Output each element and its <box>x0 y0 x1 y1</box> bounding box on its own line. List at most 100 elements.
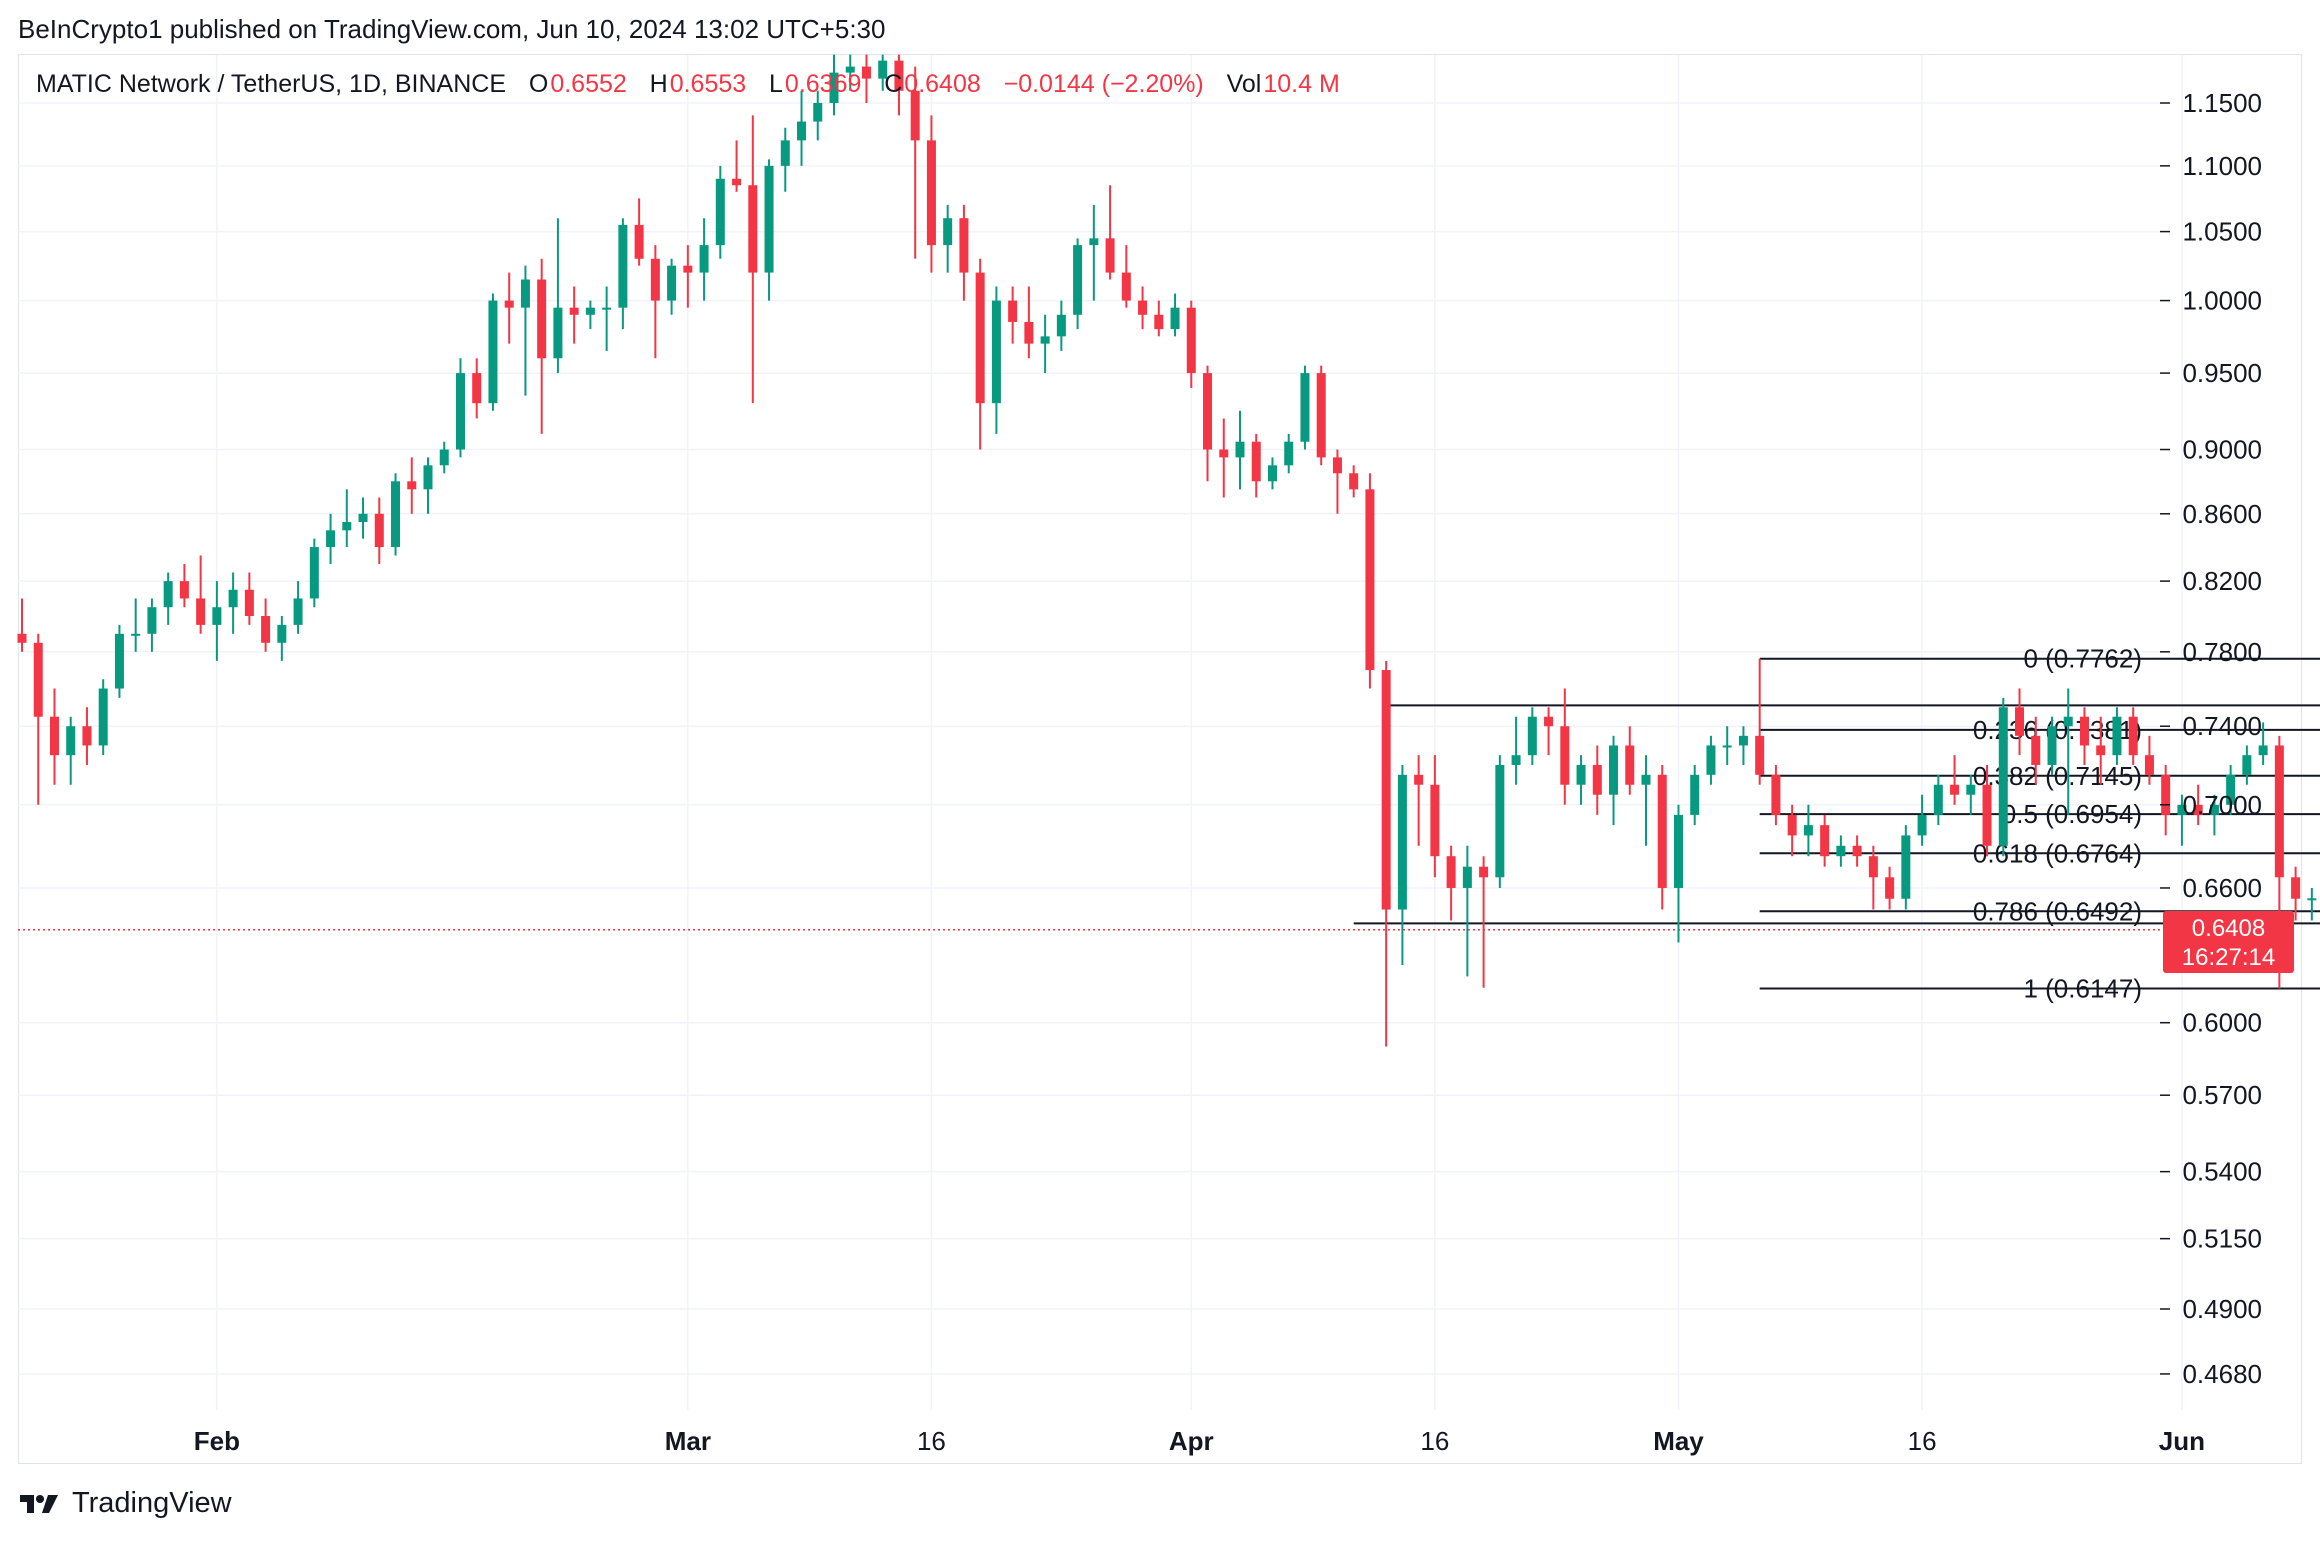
candle-body <box>1008 301 1017 322</box>
candle-body <box>716 179 725 245</box>
price-tick-label: 1.0500 <box>2182 217 2262 247</box>
candle <box>1073 238 1082 329</box>
candle <box>1154 301 1163 337</box>
candle-body <box>277 625 286 643</box>
candle <box>50 689 59 785</box>
candle-body <box>2031 736 2040 765</box>
candle-body <box>2064 717 2073 727</box>
high-value: 0.6553 <box>670 70 746 98</box>
candle-body <box>1398 775 1407 910</box>
candle <box>1284 434 1293 473</box>
candle-body <box>1138 301 1147 315</box>
price-tick-label: 1.0000 <box>2182 286 2262 316</box>
candle-body <box>1966 785 1975 795</box>
candle-body <box>1885 877 1894 898</box>
candle-body <box>797 122 806 141</box>
candle <box>456 358 465 457</box>
low-label: L <box>769 70 783 98</box>
price-tick-label: 0.5400 <box>2182 1157 2262 1187</box>
candle <box>1122 245 1131 308</box>
candle-body <box>229 590 238 607</box>
candle <box>2015 689 2024 756</box>
candle-body <box>781 140 790 165</box>
candle <box>1869 846 1878 910</box>
candle-body <box>537 280 546 359</box>
candle-body <box>1642 775 1651 785</box>
candle-body <box>326 530 335 547</box>
date-tick-label: Mar <box>665 1426 711 1456</box>
close-value: 0.6408 <box>904 70 980 98</box>
candle <box>424 457 433 513</box>
candle-body <box>50 717 59 755</box>
candle-body <box>1690 775 1699 815</box>
candle-body <box>1122 273 1131 301</box>
candle <box>310 539 319 608</box>
candle <box>147 598 156 651</box>
symbol-label[interactable]: MATIC Network / TetherUS, 1D, BINANCE <box>36 70 506 98</box>
candle <box>82 707 91 765</box>
candle <box>294 581 303 634</box>
candle <box>342 489 351 547</box>
candle-body <box>261 616 270 643</box>
candle-body <box>1560 726 1569 785</box>
candle <box>180 564 189 607</box>
price-tick-label: 0.7800 <box>2182 637 2262 667</box>
close-label: C <box>884 70 902 98</box>
candle <box>1495 755 1504 888</box>
fib-level-label: 0.5 (0.6954) <box>2002 799 2142 829</box>
candle <box>1528 707 1537 765</box>
candle <box>1950 755 1959 805</box>
candle <box>2145 736 2154 785</box>
last-price-badge: 0.6408 16:27:14 <box>2163 911 2294 973</box>
candle <box>1999 698 2008 856</box>
candle <box>99 679 108 755</box>
fib-level-label: 0.382 (0.7145) <box>1973 761 2142 791</box>
candle <box>1398 765 1407 965</box>
candle-body <box>1171 308 1180 329</box>
candle-body <box>2015 707 2024 736</box>
candle-body <box>115 634 124 689</box>
candle-body <box>700 245 709 272</box>
candle <box>1853 835 1862 866</box>
candle-body <box>1349 473 1358 489</box>
candle-body <box>1024 322 1033 344</box>
date-tick-label: Apr <box>1169 1426 1214 1456</box>
candle-body <box>456 373 465 449</box>
candle-body <box>943 218 952 245</box>
tradingview-brand[interactable]: TradingView <box>18 1487 232 1520</box>
candle-body <box>602 308 611 310</box>
candle <box>1544 707 1553 755</box>
candle <box>440 442 449 474</box>
candle-body <box>959 218 968 272</box>
candle-body <box>1544 717 1553 727</box>
price-tick-label: 0.7400 <box>2182 711 2262 741</box>
candle-body <box>1739 736 1748 746</box>
brand-name: TradingView <box>72 1487 232 1520</box>
candle-body <box>586 308 595 315</box>
candle <box>66 717 75 785</box>
candle-body <box>1625 745 1634 784</box>
price-tick-label: 0.4680 <box>2182 1359 2262 1389</box>
candle-body <box>1755 736 1764 775</box>
candle-body <box>1268 465 1277 481</box>
candle <box>212 581 221 661</box>
candle-body <box>2291 877 2300 898</box>
candle <box>1755 659 1764 785</box>
candle <box>18 598 27 651</box>
open-label: O <box>529 70 548 98</box>
candle-body <box>407 481 416 489</box>
candle-body <box>1236 442 1245 458</box>
price-tick-label: 1.1500 <box>2182 88 2262 118</box>
candle-body <box>472 373 481 403</box>
candle-body <box>1495 765 1504 877</box>
candle <box>1089 205 1098 301</box>
candle <box>359 497 368 538</box>
candle <box>326 514 335 564</box>
candle <box>1317 366 1326 466</box>
candle-body <box>359 514 368 522</box>
date-tick-label: 16 <box>1420 1426 1449 1456</box>
candle-body <box>1365 489 1374 670</box>
candle <box>2064 689 2073 815</box>
candle-body <box>180 581 189 598</box>
